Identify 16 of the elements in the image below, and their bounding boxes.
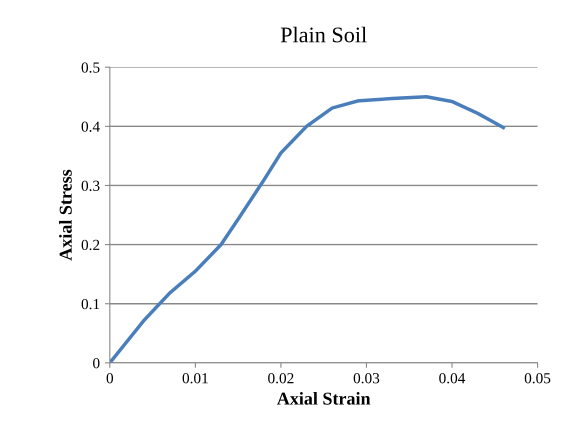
x-tick-label: 0.04 (439, 373, 466, 384)
x-axis-title: Axial Strain (276, 392, 370, 405)
line-series (110, 95, 506, 363)
chart-title: Plain Soil (280, 26, 367, 42)
x-tick-label: 0.03 (354, 373, 380, 384)
y-tick-label: 0.1 (82, 298, 100, 310)
y-tick-label: 0.3 (82, 180, 100, 191)
x-tick-label: 0.05 (524, 373, 550, 384)
y-tick-label: 0.4 (82, 121, 100, 132)
x-tick-label: 0.02 (268, 373, 294, 384)
y-tick-label: 0.5 (82, 62, 100, 73)
x-tick-label: 0.01 (182, 373, 208, 384)
x-tick-label: 0 (106, 373, 114, 384)
y-axis-title: Axial Stress (59, 170, 72, 261)
y-tick-label: 0.2 (82, 240, 100, 250)
y-tick-label: 0 (93, 358, 100, 368)
